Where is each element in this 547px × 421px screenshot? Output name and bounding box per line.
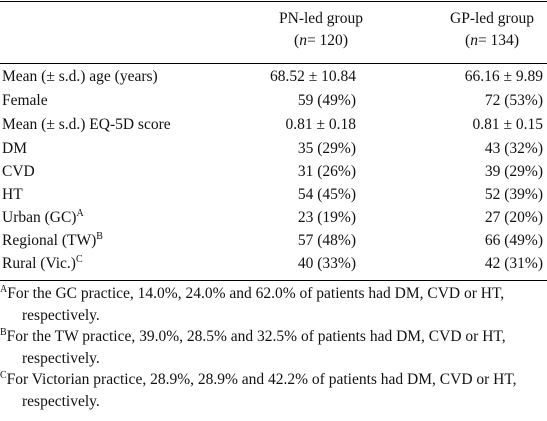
pn-led-value: 0.81 ± 0.18: [285, 116, 356, 133]
row-label: Mean (± s.d.) EQ-5D score: [2, 116, 171, 133]
pn-led-value: 31 (26%): [297, 163, 356, 180]
table-row: CVD 31 (26%) 39 (29%): [0, 161, 547, 183]
gp-led-value: 72 (53%): [484, 92, 543, 109]
footnote-text: For Victorian practice, 28.9%, 28.9% and…: [6, 371, 517, 410]
table-row: Female 59 (49%) 72 (53%): [0, 90, 547, 112]
footnote-marker: C: [0, 369, 7, 381]
pn-led-value: 57 (48%): [297, 232, 356, 249]
column-header-pn-led-title: PN-led group: [279, 10, 363, 27]
footnote: BFor the TW practice, 39.0%, 28.5% and 3…: [0, 326, 547, 369]
table-header-rule: [0, 63, 547, 64]
table-bottom-rule: [0, 280, 547, 281]
table-row: Rural (Vic.)C 40 (33%) 42 (31%): [0, 253, 547, 275]
row-label: Regional (TW)B: [2, 230, 103, 249]
row-label: CVD: [2, 163, 35, 180]
gp-led-value: 27 (20%): [484, 209, 543, 226]
footnote: AFor the GC practice, 14.0%, 24.0% and 6…: [0, 283, 547, 326]
table-footnotes: AFor the GC practice, 14.0%, 24.0% and 6…: [0, 283, 547, 412]
column-header-gp-led: GP-led group (n= 134): [437, 8, 547, 52]
gp-led-value: 0.81 ± 0.15: [472, 116, 543, 133]
gp-led-value: 39 (29%): [484, 163, 543, 180]
row-label: DM: [2, 140, 27, 157]
footnote-text: For the GC practice, 14.0%, 24.0% and 62…: [7, 285, 505, 324]
pn-led-value: 23 (19%): [297, 209, 356, 226]
table-row: Mean (± s.d.) EQ-5D score 0.81 ± 0.18 0.…: [0, 114, 547, 136]
row-label: Female: [2, 92, 48, 109]
footnote-marker: C: [75, 253, 83, 265]
footnote-marker: A: [76, 207, 84, 219]
gp-led-value: 66 (49%): [484, 232, 543, 249]
gp-led-value: 52 (39%): [484, 186, 543, 203]
pn-led-value: 54 (45%): [297, 186, 356, 203]
row-label: Mean (± s.d.) age (years): [2, 68, 158, 85]
footnote-marker: A: [0, 283, 8, 295]
row-label: Urban (GC)A: [2, 207, 84, 226]
gp-led-value: 42 (31%): [484, 255, 543, 272]
column-header-gp-led-n: (n= 134): [465, 32, 519, 49]
column-header-pn-led-n: (n= 120): [294, 32, 348, 49]
pn-led-value: 59 (49%): [297, 92, 356, 109]
pn-led-value: 35 (29%): [297, 140, 356, 157]
footnote: CFor Victorian practice, 28.9%, 28.9% an…: [0, 369, 547, 412]
row-label: HT: [2, 186, 23, 203]
table-row: HT 54 (45%) 52 (39%): [0, 184, 547, 206]
pn-led-value: 68.52 ± 10.84: [269, 68, 356, 85]
table-row: Mean (± s.d.) age (years) 68.52 ± 10.84 …: [0, 66, 547, 88]
footnote-text: For the TW practice, 39.0%, 28.5% and 32…: [6, 328, 506, 367]
column-header-pn-led: PN-led group (n= 120): [261, 8, 381, 52]
table-row: Regional (TW)B 57 (48%) 66 (49%): [0, 230, 547, 252]
row-label: Rural (Vic.)C: [2, 253, 83, 272]
table-row: DM 35 (29%) 43 (32%): [0, 138, 547, 160]
column-header-gp-led-title: GP-led group: [450, 10, 534, 27]
table-row: Urban (GC)A 23 (19%) 27 (20%): [0, 207, 547, 229]
gp-led-value: 66.16 ± 9.89: [464, 68, 543, 85]
footnote-marker: B: [96, 230, 103, 242]
pn-led-value: 40 (33%): [297, 255, 356, 272]
footnote-marker: B: [0, 326, 7, 338]
gp-led-value: 43 (32%): [484, 140, 543, 157]
table-top-rule: [0, 1, 547, 2]
